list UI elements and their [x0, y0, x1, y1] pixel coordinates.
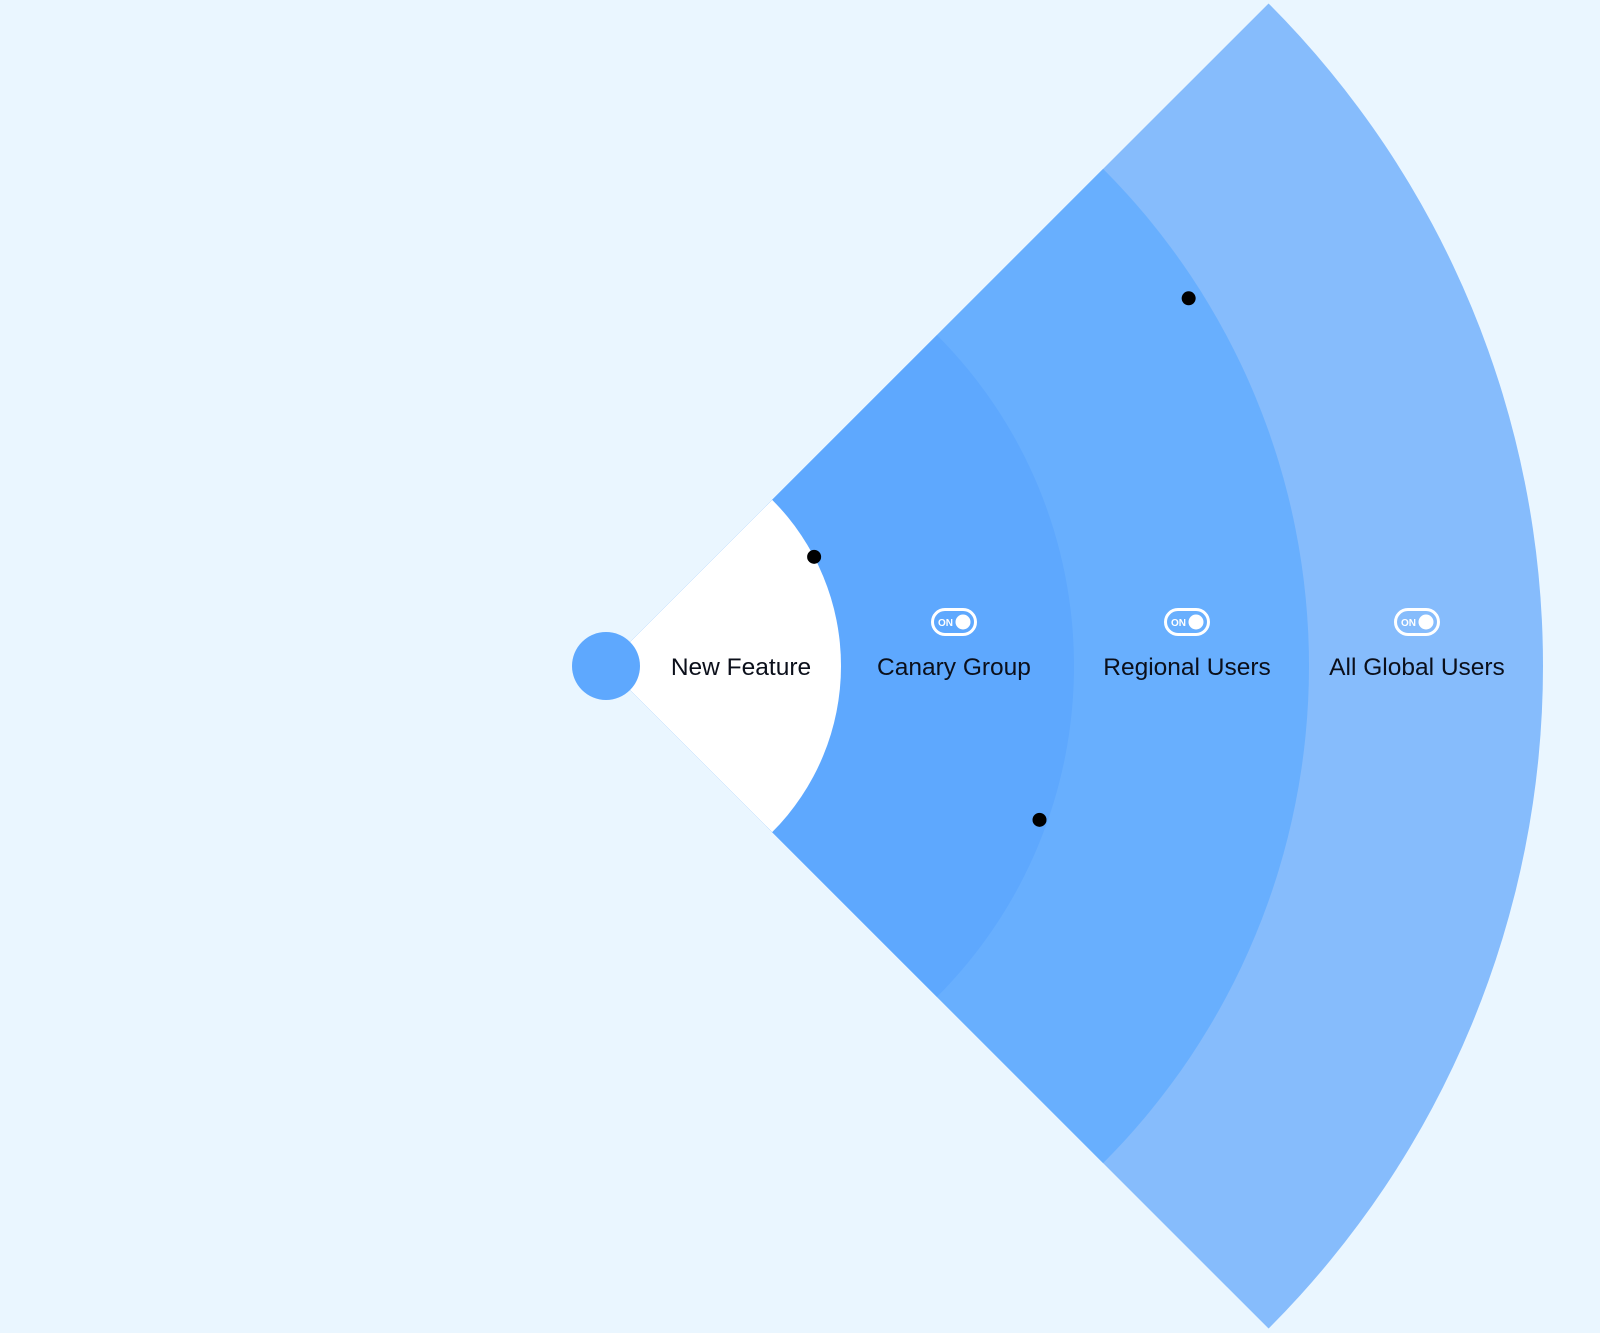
toggle-state-text: ON [1171, 618, 1186, 629]
origin-circle [572, 632, 640, 700]
toggle-on-icon[interactable]: ON [1394, 608, 1440, 636]
stage-label: New Feature [671, 654, 811, 681]
stage-label: All Global Users [1329, 654, 1505, 681]
sector-new-feature [606, 499, 841, 833]
toggle-on-icon[interactable]: ON [1164, 608, 1210, 636]
toggle-state-text: ON [1401, 618, 1416, 629]
boundary-marker [807, 549, 822, 564]
toggle-state-text: ON [938, 618, 953, 629]
toggle-on-icon[interactable]: ON [931, 608, 977, 636]
stage-label: Canary Group [877, 654, 1031, 681]
boundary-marker [1032, 812, 1047, 827]
boundary-marker [1181, 291, 1196, 306]
stage-label: Regional Users [1103, 654, 1271, 681]
